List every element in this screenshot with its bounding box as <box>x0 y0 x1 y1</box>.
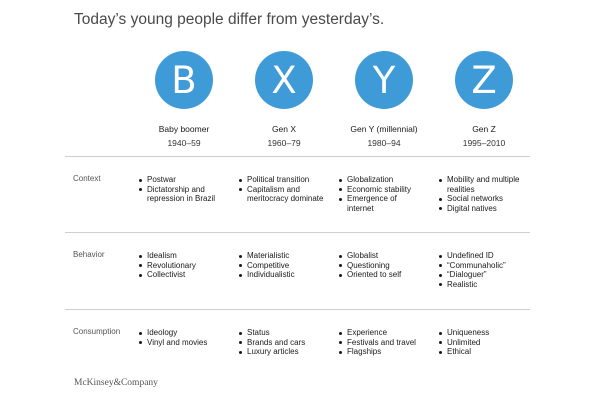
list-item: Social networks <box>438 194 529 204</box>
list-item: Ethical <box>438 347 489 357</box>
page-title: Today’s young people differ from yesterd… <box>74 11 385 28</box>
list-item: Luxury articles <box>238 347 305 357</box>
list-item: Globalization <box>338 175 419 185</box>
generation-name-baby-boomer: Baby boomer <box>158 124 210 134</box>
list-item: Experience <box>338 328 416 338</box>
list-item: Idealism <box>138 251 196 261</box>
list-item: Mobility and multiple realities <box>438 175 529 194</box>
generation-circle-b: B <box>155 51 213 109</box>
list-item: Brands and cars <box>238 338 305 348</box>
bullet-list-behavior-gen-z: Undefined ID “Communaholic” “Dialoguer” … <box>438 251 506 289</box>
list-item: Emergence of internet <box>338 194 419 213</box>
list-item: Undefined ID <box>438 251 506 261</box>
list-item: Capitalism and meritocracy dominate <box>238 185 329 204</box>
list-item: Status <box>238 328 305 338</box>
list-item: Uniqueness <box>438 328 489 338</box>
list-item: Digital natives <box>438 204 529 214</box>
list-item: Political transition <box>238 175 329 185</box>
list-item: Materialistic <box>238 251 295 261</box>
generation-name-gen-x: Gen X <box>271 124 297 134</box>
list-item: Collectivist <box>138 270 196 280</box>
bullet-list-context-gen-z: Mobility and multiple realities Social n… <box>438 175 529 213</box>
bullet-list-behavior-baby-boomer: Idealism Revolutionary Collectivist <box>138 251 196 280</box>
list-item: Flagships <box>338 347 416 357</box>
bullet-list-consumption-gen-x: Status Brands and cars Luxury articles <box>238 328 305 357</box>
generation-circle-z: Z <box>455 51 513 109</box>
list-item: Dictatorship and repression in Brazil <box>138 185 237 204</box>
generation-name-gen-z: Gen Z <box>472 124 496 134</box>
list-item: Unlimited <box>438 338 489 348</box>
list-item: Vinyl and movies <box>138 338 207 348</box>
generation-circle-x: X <box>255 51 313 109</box>
row-label-consumption: Consumption <box>73 327 121 336</box>
list-item: Realistic <box>438 280 506 290</box>
generation-years-baby-boomer: 1940–59 <box>167 138 201 148</box>
divider <box>65 309 530 310</box>
bullet-list-context-baby-boomer: Postwar Dictatorship and repression in B… <box>138 175 237 204</box>
list-item: Oriented to self <box>338 270 401 280</box>
generation-years-gen-y: 1980–94 <box>367 138 401 148</box>
divider <box>65 232 530 233</box>
generation-name-gen-y: Gen Y (millennial) <box>350 124 418 134</box>
bullet-list-behavior-gen-y: Globalist Questioning Oriented to self <box>338 251 401 280</box>
bullet-list-context-gen-x: Political transition Capitalism and meri… <box>238 175 329 204</box>
bullet-list-consumption-gen-z: Uniqueness Unlimited Ethical <box>438 328 489 357</box>
mckinsey-logo: McKinsey&Company <box>74 378 158 388</box>
list-item: Revolutionary <box>138 261 196 271</box>
list-item: Festivals and travel <box>338 338 416 348</box>
list-item: “Dialoguer” <box>438 270 506 280</box>
divider <box>65 156 530 157</box>
generation-years-gen-z: 1995–2010 <box>462 138 506 148</box>
list-item: Globalist <box>338 251 401 261</box>
list-item: Ideology <box>138 328 207 338</box>
bullet-list-behavior-gen-x: Materialistic Competitive Individualisti… <box>238 251 295 280</box>
bullet-list-consumption-baby-boomer: Ideology Vinyl and movies <box>138 328 207 347</box>
list-item: Economic stability <box>338 185 419 195</box>
bullet-list-context-gen-y: Globalization Economic stability Emergen… <box>338 175 419 213</box>
row-label-context: Context <box>73 174 101 183</box>
row-label-behavior: Behavior <box>73 250 105 259</box>
list-item: “Communaholic” <box>438 261 506 271</box>
generation-years-gen-x: 1960–79 <box>267 138 301 148</box>
list-item: Questioning <box>338 261 401 271</box>
list-item: Competitive <box>238 261 295 271</box>
list-item: Postwar <box>138 175 237 185</box>
bullet-list-consumption-gen-y: Experience Festivals and travel Flagship… <box>338 328 416 357</box>
generation-circle-y: Y <box>355 51 413 109</box>
list-item: Individualistic <box>238 270 295 280</box>
